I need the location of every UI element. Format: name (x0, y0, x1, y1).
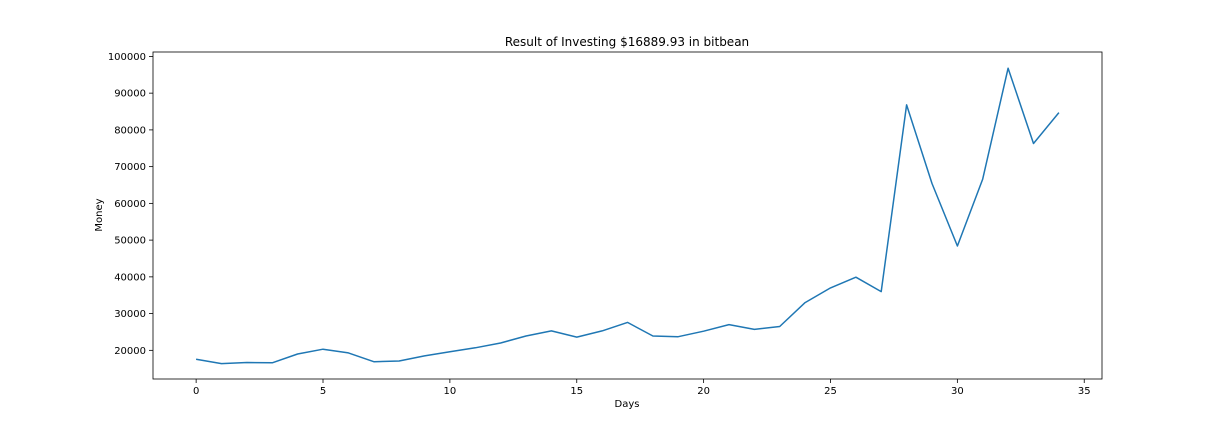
plot-area: 0 5 10 15 20 25 30 35 20000 30000 40000 50000 60000 7… (108, 51, 1103, 397)
y-tick-label: 20000 (114, 346, 146, 357)
x-tick-label: 5 (320, 386, 326, 397)
y-tick-label: 100000 (108, 52, 146, 63)
x-tick-label: 25 (824, 386, 837, 397)
axes-frame (152, 51, 1103, 380)
series-line (195, 67, 1060, 365)
x-axis-label: Days (615, 399, 640, 410)
x-tick-label: 15 (570, 386, 583, 397)
y-tick-label: 40000 (114, 272, 146, 283)
y-tick-label: 60000 (114, 199, 146, 210)
x-tick-label: 10 (444, 386, 457, 397)
x-tick-label: 35 (1078, 386, 1091, 397)
chart-title: Result of Investing $16889.93 in bitbean (505, 35, 749, 49)
y-tick-label: 80000 (114, 125, 146, 136)
x-tick-label: 20 (697, 386, 710, 397)
y-tick-label: 50000 (114, 236, 146, 247)
x-tick-label: 0 (193, 386, 199, 397)
y-axis-label: Money (94, 198, 105, 231)
x-tick-label: 30 (951, 386, 964, 397)
y-tick-label: 90000 (114, 89, 146, 100)
y-tick-label: 70000 (114, 162, 146, 173)
y-tick-label: 30000 (114, 309, 146, 320)
